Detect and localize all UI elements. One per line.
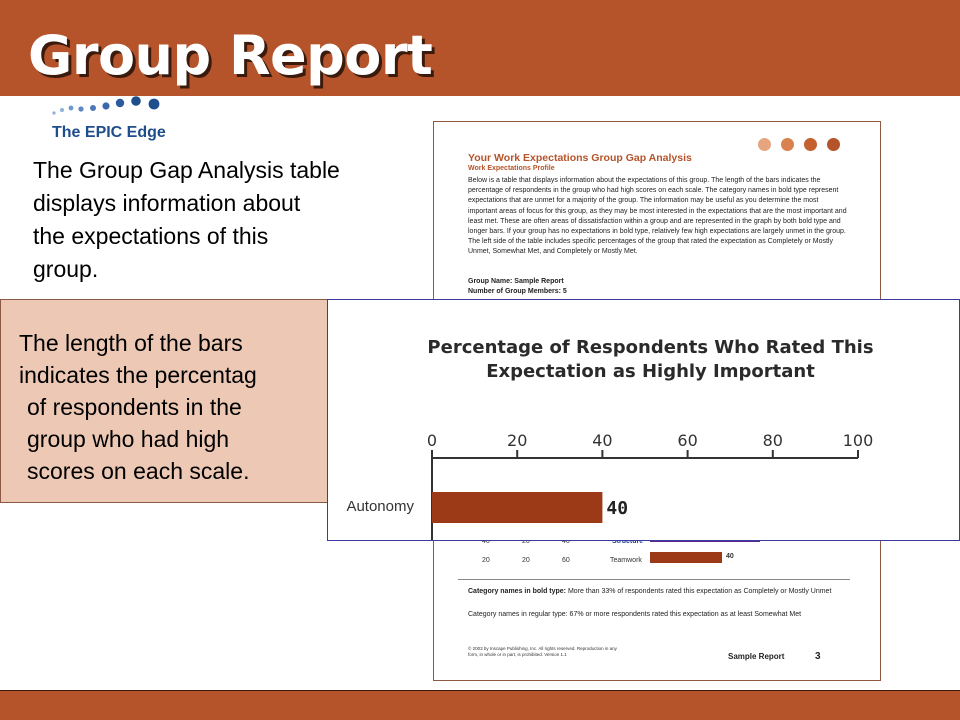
callout-line: group who had high [27, 426, 230, 452]
row-bar [650, 552, 722, 563]
row-category: Structure [612, 538, 644, 545]
callout-line: scores on each scale. [27, 458, 250, 484]
callout-box: The length of the bars indicates the per… [0, 299, 328, 503]
x-tick-label: 0 [427, 431, 437, 450]
x-tick-label: 100 [843, 431, 874, 450]
page-number: 3 [815, 651, 821, 662]
group-members: Number of Group Members: 5 [468, 288, 567, 295]
footer-bar [0, 690, 960, 720]
copyright-text: © 2003 by Inscape Publishing, Inc. All r… [468, 646, 617, 657]
callout-line: indicates the percentag [19, 362, 257, 388]
x-tick-label: 80 [763, 431, 783, 450]
row-cell: 20 [482, 557, 490, 564]
slide-title: Group Report [28, 24, 433, 87]
epic-edge-logo: The EPIC Edge [46, 96, 166, 148]
dot-icon [781, 138, 794, 151]
row-cell: 20 [522, 557, 530, 564]
x-tick-label: 40 [592, 431, 612, 450]
report-body-text: Below is a table that displays informati… [468, 177, 847, 256]
header-bar: Group Report [0, 0, 960, 96]
row-bar [650, 540, 760, 542]
group-name: Group Name: Sample Report [468, 278, 564, 285]
logo-text: The EPIC Edge [52, 124, 166, 141]
intro-text: The Group Gap Analysis table displays in… [33, 154, 403, 286]
chart-title-line: Expectation as Highly Important [486, 361, 815, 382]
row-bar-label: 40 [726, 553, 734, 560]
row-cell: 40 [482, 538, 490, 545]
chart-zoom-panel: Percentage of Respondents Who Rated This… [327, 299, 960, 541]
chart-title: Percentage of Respondents Who Rated This… [328, 336, 960, 384]
intro-line: displays information about [33, 190, 301, 216]
intro-line: group. [33, 256, 99, 282]
divider [458, 579, 850, 580]
note-regular: Category names in regular type: 67% or m… [468, 611, 802, 618]
category-label: Autonomy [346, 498, 414, 515]
note-bold-text: More than 33% of respondents rated this … [566, 588, 832, 595]
x-tick-label: 60 [677, 431, 697, 450]
report-heading: Your Work Expectations Group Gap Analysi… [468, 152, 692, 164]
footer-label: Sample Report [728, 652, 785, 661]
row-cell: 20 [522, 538, 530, 545]
chart-title-line: Percentage of Respondents Who Rated This [427, 337, 874, 358]
note-bold: Category names in bold type: More than 3… [468, 587, 858, 597]
x-tick-label: 20 [507, 431, 527, 450]
intro-line: the expectations of this [33, 223, 269, 249]
report-subheading: Work Expectations Profile [468, 165, 555, 172]
callout-line: of respondents in the [27, 394, 242, 420]
bar [432, 492, 603, 523]
dot-icon [827, 138, 840, 151]
dot-icon [758, 138, 771, 151]
intro-line: The Group Gap Analysis table [33, 157, 340, 183]
bar-data-label: 40 [606, 498, 628, 519]
callout-line: The length of the bars [19, 330, 243, 356]
row-cell: 60 [562, 557, 570, 564]
logo-dots-icon [52, 96, 160, 115]
note-bold-label: Category names in bold type: [468, 588, 567, 595]
decorative-dots [748, 138, 840, 156]
bar-chart: 0 20 40 60 80 100 Autonomy 40 [346, 431, 874, 540]
dot-icon [804, 138, 817, 151]
row-cell: 40 [562, 538, 570, 545]
row-category: Teamwork [610, 557, 642, 564]
